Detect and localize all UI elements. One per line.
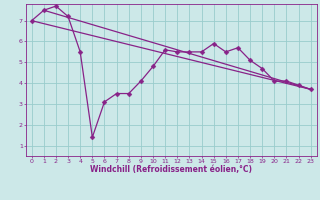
X-axis label: Windchill (Refroidissement éolien,°C): Windchill (Refroidissement éolien,°C) [90,165,252,174]
